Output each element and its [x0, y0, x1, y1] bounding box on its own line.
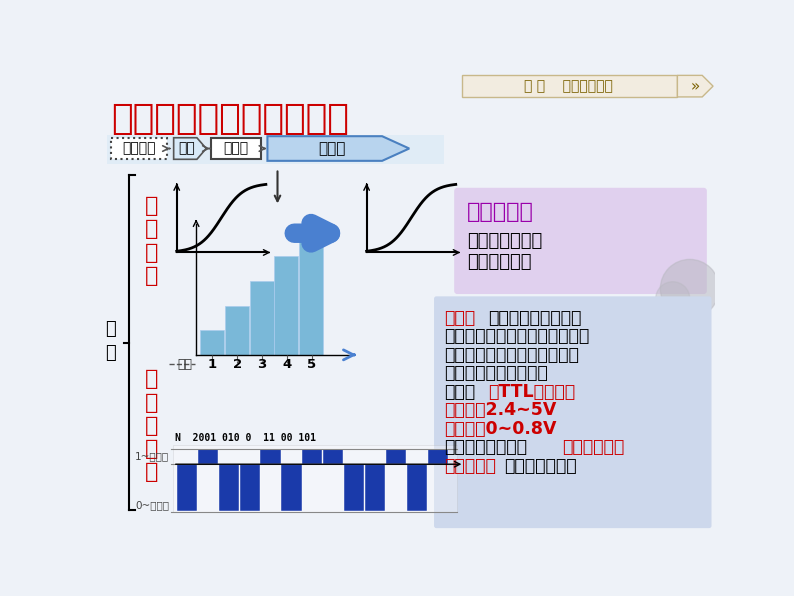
Text: （电流等）的大小可以分为高、: （电流等）的大小可以分为高、 — [444, 327, 589, 346]
Text: 传感器: 传感器 — [223, 141, 249, 156]
Bar — [249, 281, 274, 355]
Text: 进制: 进制 — [177, 358, 192, 371]
Text: 选 修    电子控制技术: 选 修 电子控制技术 — [524, 79, 612, 93]
Bar — [173, 445, 457, 512]
Bar — [177, 464, 197, 511]
Text: N  2001 010 0  11 00 101: N 2001 010 0 11 00 101 — [175, 433, 316, 443]
Text: 等电信号参量。: 等电信号参量。 — [504, 457, 576, 475]
Text: 信息: 信息 — [179, 141, 195, 156]
Polygon shape — [174, 138, 206, 159]
Text: 电流、频率、: 电流、频率、 — [562, 438, 624, 457]
Bar — [218, 464, 239, 511]
Polygon shape — [677, 75, 713, 97]
Text: 3: 3 — [257, 358, 267, 371]
Text: 变化的信号。: 变化的信号。 — [468, 253, 532, 272]
Text: 非
连
续
变
化: 非 连 续 变 化 — [145, 370, 159, 482]
Text: »: » — [691, 79, 700, 94]
Bar — [365, 464, 385, 511]
Text: 多彩世界: 多彩世界 — [122, 141, 156, 156]
Bar — [407, 464, 427, 511]
FancyBboxPatch shape — [111, 138, 167, 159]
Text: 电平：: 电平： — [444, 309, 476, 327]
FancyBboxPatch shape — [434, 296, 711, 528]
Bar — [303, 449, 322, 464]
FancyBboxPatch shape — [211, 138, 261, 159]
FancyBboxPatch shape — [454, 188, 707, 294]
Circle shape — [656, 282, 690, 316]
Circle shape — [661, 259, 719, 318]
Text: 4: 4 — [282, 358, 291, 371]
Text: 1~高电平: 1~高电平 — [135, 451, 169, 461]
Text: 高电平：2.4~5V: 高电平：2.4~5V — [444, 401, 557, 420]
Text: 在TTL电路中，: 在TTL电路中， — [488, 383, 576, 401]
Text: 连
续
变
化: 连 续 变 化 — [145, 196, 159, 285]
Text: 低两级，通常将两极的电信号: 低两级，通常将两极的电信号 — [444, 346, 579, 364]
Bar — [281, 464, 302, 511]
Text: 例如：: 例如： — [444, 383, 476, 401]
Text: 0~低电平: 0~低电平 — [135, 501, 169, 510]
Text: 一、数字信号与模拟信号: 一、数字信号与模拟信号 — [111, 103, 349, 136]
Text: 时间、相位: 时间、相位 — [444, 457, 496, 475]
Text: 称为高电平和低电平。: 称为高电平和低电平。 — [444, 364, 548, 383]
Bar — [386, 449, 407, 464]
Polygon shape — [268, 136, 409, 161]
Bar — [225, 306, 249, 355]
Text: 泛指数值可连续: 泛指数值可连续 — [468, 232, 542, 250]
Bar — [299, 232, 323, 355]
Bar — [200, 330, 224, 355]
Bar — [107, 135, 444, 164]
Bar — [462, 75, 677, 97]
Text: 在数字电路中，电压: 在数字电路中，电压 — [488, 309, 582, 327]
Text: 模拟信号：: 模拟信号： — [468, 203, 534, 222]
Bar — [240, 464, 260, 511]
Text: 信
息: 信 息 — [105, 320, 115, 362]
Text: 高低电平也可以是: 高低电平也可以是 — [444, 438, 527, 457]
Text: 电信号: 电信号 — [318, 141, 345, 156]
Bar — [344, 464, 364, 511]
Bar — [275, 256, 299, 355]
Bar — [260, 449, 280, 464]
Bar — [198, 449, 218, 464]
Text: 1: 1 — [208, 358, 217, 371]
Bar — [323, 449, 343, 464]
Text: 低电平：0~0.8V: 低电平：0~0.8V — [444, 420, 557, 438]
Text: 2: 2 — [233, 358, 241, 371]
Bar — [428, 449, 448, 464]
Text: 5: 5 — [307, 358, 316, 371]
